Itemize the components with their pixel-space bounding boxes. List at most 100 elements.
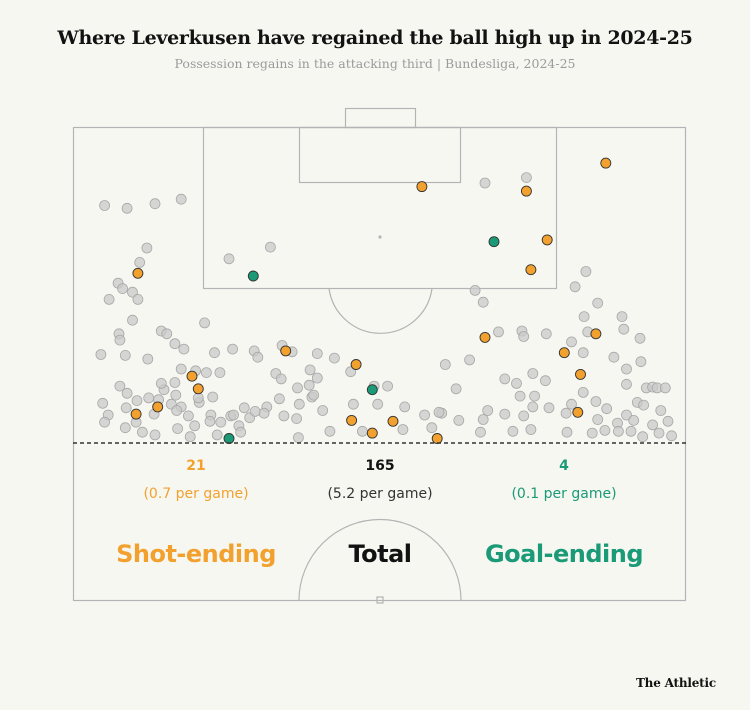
other-regain-point-170 — [621, 378, 632, 390]
other-regain-point-50 — [293, 398, 305, 410]
other-regain-point-125 — [637, 431, 649, 443]
other-regain-point-133 — [578, 311, 590, 323]
shot-ending-point-13 — [192, 383, 204, 395]
other-regain-point-141 — [433, 406, 445, 418]
shot-ending-point-11 — [350, 359, 362, 370]
other-regain-point-3 — [149, 198, 161, 210]
other-regain-point-159 — [121, 387, 133, 399]
chart-title: Where Leverkusen have regained the ball … — [57, 27, 693, 49]
other-regain-point-25 — [209, 347, 220, 359]
other-regain-point-18 — [199, 317, 211, 329]
other-regain-point-80 — [397, 424, 409, 435]
other-regain-point-76 — [235, 426, 247, 438]
other-regain-point-148 — [252, 351, 264, 363]
other-regain-point-165 — [170, 389, 182, 401]
other-regain-point-132 — [569, 281, 581, 293]
shot-ending-point-12 — [186, 370, 198, 382]
penalty-box — [202, 126, 558, 290]
pitch-outline — [72, 126, 687, 602]
scatter-points — [95, 157, 677, 444]
other-regain-point-83 — [507, 425, 519, 437]
other-regain-point-110 — [543, 402, 555, 414]
other-regain-point-134 — [580, 266, 592, 277]
other-regain-point-143 — [308, 389, 320, 401]
other-regain-point-146 — [382, 380, 394, 392]
other-regain-point-155 — [291, 413, 303, 425]
other-regain-point-24 — [178, 343, 190, 355]
other-regain-point-61 — [372, 398, 384, 410]
other-regain-point-115 — [592, 414, 604, 425]
other-regain-point-82 — [475, 426, 486, 438]
other-regain-point-71 — [149, 429, 161, 441]
other-regain-point-142 — [328, 352, 340, 364]
other-regain-point-135 — [592, 297, 604, 309]
other-regain-point-90 — [493, 326, 504, 338]
other-regain-point-140 — [450, 383, 462, 395]
other-regain-point-14 — [127, 314, 138, 326]
other-regain-point-85 — [561, 426, 573, 438]
chart-subtitle: Possession regains in the attacking thir… — [174, 56, 576, 71]
other-regain-point-74 — [211, 429, 223, 441]
other-regain-point-152 — [238, 402, 250, 414]
other-regain-point-10 — [127, 286, 138, 298]
other-regain-point-17 — [161, 328, 173, 340]
other-regain-point-109 — [527, 401, 539, 413]
other-regain-point-9 — [117, 283, 128, 295]
shot-ending-point-1 — [600, 157, 612, 169]
other-regain-point-0 — [175, 193, 187, 205]
other-regain-point-26 — [227, 343, 239, 355]
other-regain-point-42 — [311, 372, 323, 384]
other-regain-point-77 — [292, 432, 304, 444]
shot-ending-point-7 — [479, 331, 491, 343]
other-regain-point-88 — [625, 425, 637, 437]
other-regain-point-65 — [453, 414, 465, 426]
other-regain-point-96 — [618, 323, 630, 335]
shot-ending-point-9 — [558, 347, 570, 359]
other-regain-point-48 — [207, 391, 219, 403]
other-regain-point-164 — [155, 377, 167, 389]
goal-ending-rate: (0.1 per game) — [511, 486, 617, 502]
other-regain-point-98 — [621, 363, 632, 375]
other-regain-point-102 — [511, 377, 522, 389]
other-regain-point-4 — [264, 241, 276, 253]
other-regain-point-73 — [184, 431, 196, 443]
other-regain-point-54 — [171, 405, 183, 416]
other-regain-point-106 — [518, 410, 530, 422]
other-regain-point-86 — [586, 427, 598, 439]
other-regain-point-145 — [345, 366, 357, 378]
other-regain-point-139 — [464, 354, 476, 366]
other-regain-point-43 — [97, 397, 109, 409]
other-regain-point-30 — [311, 348, 323, 360]
other-regain-point-105 — [540, 375, 551, 387]
other-regain-point-136 — [616, 311, 628, 323]
other-regain-point-6 — [141, 242, 153, 254]
shot-ending-point-16 — [346, 414, 358, 426]
other-regain-point-35 — [214, 367, 226, 379]
other-regain-point-95 — [577, 347, 589, 359]
penalty-arc — [328, 288, 433, 334]
total-rate: (5.2 per game) — [327, 486, 433, 502]
other-regain-point-97 — [634, 332, 646, 344]
other-regain-point-21 — [119, 349, 131, 361]
shot-ending-point-5 — [132, 267, 144, 279]
shot-ending-count: 21 — [186, 458, 206, 474]
other-regain-point-113 — [577, 386, 589, 398]
centre-circle — [298, 518, 462, 601]
other-regain-point-63 — [419, 409, 431, 421]
total-count: 165 — [365, 458, 395, 474]
other-regain-point-150 — [215, 416, 227, 428]
other-regain-point-41 — [303, 379, 315, 391]
other-regain-point-107 — [499, 408, 511, 420]
other-regain-point-20 — [95, 349, 107, 360]
shot-ending-point-2 — [520, 185, 532, 197]
other-regain-point-92 — [518, 331, 530, 342]
other-regain-point-69 — [119, 422, 131, 434]
goal-ending-point-3 — [223, 433, 235, 444]
goal-ending-point-0 — [488, 236, 500, 248]
other-regain-point-112 — [566, 398, 577, 410]
other-regain-point-55 — [182, 410, 194, 422]
shot-ending-point-3 — [541, 234, 553, 246]
other-regain-point-118 — [621, 409, 632, 421]
other-regain-point-68 — [99, 416, 110, 428]
